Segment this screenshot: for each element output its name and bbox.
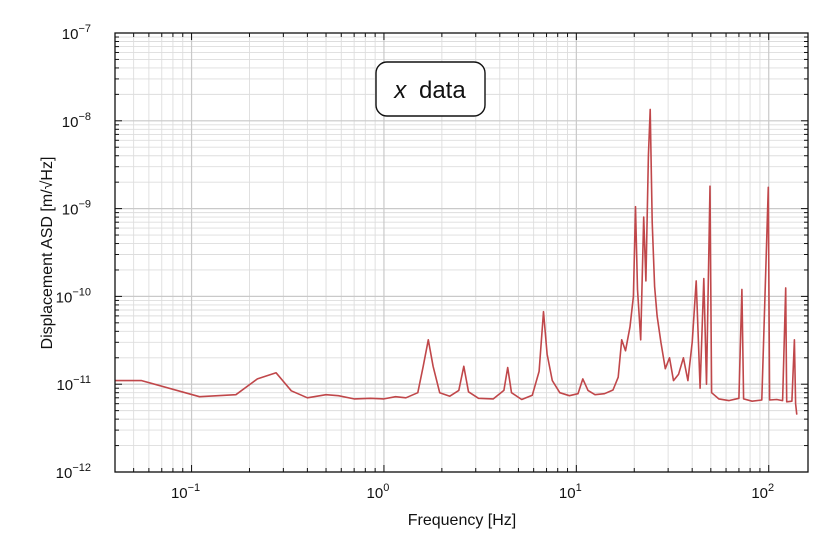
- tick-labels: 10−1 100 101 102 10−12 10−11 10−10 10−9 10−8 10−7: [56, 23, 774, 502]
- y-tick-label: 10−7: [62, 23, 91, 43]
- y-tick-label: 10−10: [56, 286, 91, 306]
- plot-frame: [114, 32, 809, 473]
- annotation-text: x data: [393, 77, 466, 104]
- annotation-variable: x: [393, 77, 407, 104]
- y-tick-label: 10−12: [56, 462, 91, 482]
- series-layer: [115, 108, 798, 415]
- x-tick-label: 102: [751, 482, 774, 502]
- x-tick-label: 10−1: [171, 482, 200, 502]
- y-tick-label: 10−8: [62, 111, 91, 131]
- y-tick-label: 10−9: [62, 199, 91, 219]
- annotation-box: x data: [375, 61, 486, 117]
- y-axis-label: Displacement ASD [m/√Hz]: [39, 157, 56, 350]
- x-axis-label: Frequency [Hz]: [408, 512, 516, 529]
- x-tick-label: 101: [559, 482, 582, 502]
- x-tick-label: 100: [367, 482, 390, 502]
- y-tick-label: 10−11: [56, 374, 91, 394]
- annotation-box-frame: [375, 61, 486, 117]
- series-line-0: [115, 108, 798, 415]
- annotation-word: data: [419, 77, 466, 104]
